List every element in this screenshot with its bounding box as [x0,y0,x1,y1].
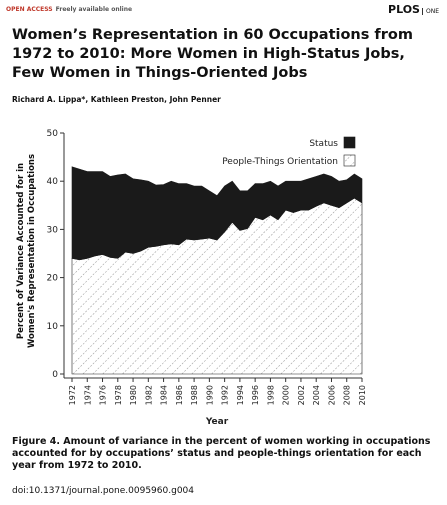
title: Women’s Representation in 60 Occupations… [12,27,413,81]
x-tick-label: 1988 [190,385,199,405]
journal: PLOS ONE [388,3,439,16]
area [71,166,363,261]
access-note: Freely available online [55,6,133,13]
caption-text: Amount of variance in the percent of wom… [12,436,431,471]
x-tick-label: 2010 [358,385,367,405]
y-tick-label: 50 [47,129,59,139]
chart: 0 10 20 30 40 50 1972 1974 1976 1978 1980 1982 1984 1… [47,129,367,427]
x-tick-label: 2008 [343,385,352,405]
x-tick-label: 1976 [99,385,108,405]
y-tick-label: 30 [47,225,59,235]
y-tick-label: 10 [47,322,59,332]
legend-swatch [343,136,356,149]
x-tick-label: 1982 [144,385,153,405]
x-tick-label: 1996 [251,385,260,405]
x-axis-label: Year [205,417,229,427]
x-tick-label: 1984 [160,385,169,405]
y-tick-label: 20 [47,274,59,284]
caption: Figure 4. Amount of variance in the perc… [12,436,437,472]
caption-label: Figure 4. [12,436,60,447]
x-tick-label: 1990 [205,385,214,405]
x-tick-label: 2000 [282,385,291,405]
doi: doi:10.1371/journal.pone.0095960.g004 [12,486,194,496]
x-tick-label: 1974 [83,385,92,405]
y-tick-label: 0 [52,370,58,380]
x-tick-label: 1978 [114,385,123,405]
journal-name: PLOS [388,3,420,16]
legend-label: Status [309,139,338,149]
access: OPEN ACCESS [6,6,53,13]
x-tick-label: 1992 [221,385,230,405]
x-tick-label: 1998 [266,385,275,405]
x-tick-label: 2002 [297,385,306,405]
x-tick-label: 1994 [236,385,245,405]
y-tick-label: 40 [47,177,59,187]
authors: Richard A. Lippa*, Kathleen Preston, Joh… [12,95,221,104]
x-tick-label: 1980 [129,385,138,405]
x-tick-label: 1986 [175,385,184,405]
legend-label: People-Things Orientation [222,157,338,167]
legend-swatch [343,154,356,167]
x-tick-label: 1972 [68,385,77,405]
journal-sub: ONE [421,8,439,15]
x-tick-label: 2006 [327,385,336,405]
x-tick-label: 2004 [312,385,321,405]
y-axis-label: Percent of Variance Accounted for in Wom… [16,153,37,349]
access-badge: OPEN ACCESS Freely available online [6,6,132,13]
